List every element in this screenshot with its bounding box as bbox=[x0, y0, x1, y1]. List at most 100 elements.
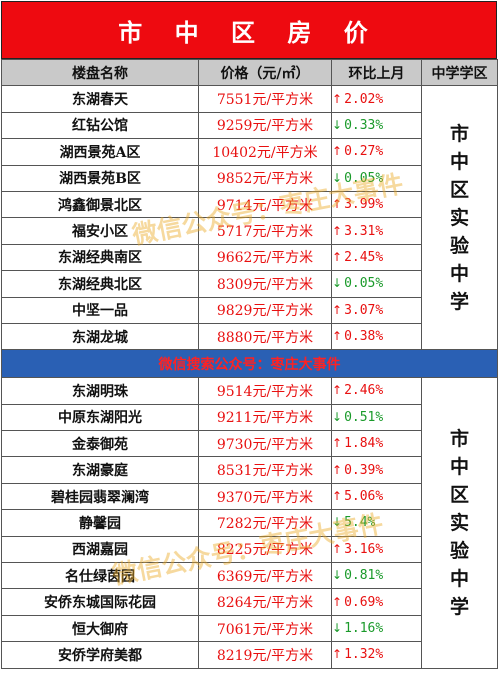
school-district-cell: 市中区实验中学 bbox=[421, 377, 498, 669]
change-cell: ↑ 1.84% bbox=[331, 430, 422, 458]
property-name: 名仕绿茵园 bbox=[1, 562, 199, 590]
change-value: 1.32% bbox=[344, 647, 384, 663]
table-row: 东湖经典南区 9662元/平方米 ↑ 2.45% bbox=[1, 243, 498, 272]
arrow-up-icon: ↑ bbox=[332, 594, 343, 609]
change-value: 0.27% bbox=[344, 144, 384, 160]
property-name: 鸿鑫御景北区 bbox=[1, 190, 199, 219]
price-value: 9852元/平方米 bbox=[198, 164, 332, 192]
property-name: 湖西景苑B区 bbox=[1, 164, 199, 192]
property-name: 中原东湖阳光 bbox=[1, 403, 199, 432]
price-value: 9829元/平方米 bbox=[198, 296, 332, 324]
arrow-down-icon: ↓ bbox=[332, 117, 343, 132]
change-value: 0.81% bbox=[344, 568, 384, 584]
change-value: 3.31% bbox=[344, 223, 384, 239]
change-cell: ↓ 0.05% bbox=[331, 270, 422, 298]
property-name: 东湖豪庭 bbox=[1, 456, 199, 484]
column-header-price: 价格（元/㎡） bbox=[198, 58, 332, 87]
price-value: 9714元/平方米 bbox=[198, 190, 332, 219]
change-cell: ↑ 3.99% bbox=[331, 190, 422, 219]
arrow-up-icon: ↑ bbox=[332, 223, 343, 238]
arrow-up-icon: ↑ bbox=[332, 383, 343, 398]
arrow-up-icon: ↑ bbox=[332, 197, 343, 212]
change-cell: ↑ 0.39% bbox=[331, 456, 422, 484]
school-char: 中 bbox=[449, 150, 469, 173]
table-row: 鸿鑫御景北区 9714元/平方米 ↑ 3.99% bbox=[1, 190, 498, 219]
change-cell: ↓ 0.51% bbox=[331, 403, 422, 432]
banner-row: 微信搜索公众号：枣庄大事件 bbox=[1, 349, 498, 379]
change-value: 0.05% bbox=[344, 276, 384, 292]
change-value: 3.99% bbox=[344, 197, 384, 213]
price-value: 9370元/平方米 bbox=[198, 482, 332, 511]
change-cell: ↑ 5.06% bbox=[331, 482, 422, 511]
arrow-up-icon: ↑ bbox=[332, 489, 343, 504]
school-char: 中 bbox=[449, 262, 469, 285]
change-value: 2.02% bbox=[344, 91, 384, 107]
change-value: 3.07% bbox=[344, 302, 384, 318]
price-value: 9211元/平方米 bbox=[198, 403, 332, 432]
school-char: 区 bbox=[449, 483, 469, 506]
table-row: 西湖嘉园 8225元/平方米 ↑ 3.16% bbox=[1, 535, 498, 564]
school-char: 实 bbox=[449, 511, 469, 534]
table-row: 湖西景苑A区 10402元/平方米 ↑ 0.27% bbox=[1, 138, 498, 166]
arrow-up-icon: ↑ bbox=[332, 436, 343, 451]
change-cell: ↓ 1.16% bbox=[331, 614, 422, 643]
table-row: 红钻公馆 9259元/平方米 ↓ 0.33% bbox=[1, 111, 498, 140]
school-char: 中 bbox=[449, 455, 469, 478]
change-cell: ↓ 0.05% bbox=[331, 164, 422, 192]
header-row: 楼盘名称 价格（元/㎡） 环比上月 中学学区 bbox=[1, 58, 498, 87]
price-value: 6369元/平方米 bbox=[198, 562, 332, 590]
table-row: 东湖豪庭 8531元/平方米 ↑ 0.39% bbox=[1, 456, 498, 484]
change-value: 1.16% bbox=[344, 621, 384, 636]
price-value: 9259元/平方米 bbox=[198, 111, 332, 140]
school-char: 实 bbox=[449, 206, 469, 229]
school-char: 验 bbox=[449, 539, 469, 562]
change-cell: ↑ 0.69% bbox=[331, 588, 422, 616]
school-char: 中 bbox=[449, 567, 469, 590]
property-name: 西湖嘉园 bbox=[1, 535, 199, 564]
change-value: 0.05% bbox=[344, 170, 384, 186]
table-row: 碧桂园翡翠澜湾 9370元/平方米 ↑ 5.06% bbox=[1, 482, 498, 511]
change-cell: ↑ 0.38% bbox=[331, 322, 422, 351]
property-name: 金泰御苑 bbox=[1, 430, 199, 458]
price-value: 9730元/平方米 bbox=[198, 430, 332, 458]
change-cell: ↑ 2.02% bbox=[331, 85, 422, 113]
column-header-change: 环比上月 bbox=[331, 58, 422, 87]
price-value: 5717元/平方米 bbox=[198, 217, 332, 245]
change-cell: ↑ 3.31% bbox=[331, 217, 422, 245]
table-row: 福安小区 5717元/平方米 ↑ 3.31% bbox=[1, 217, 498, 245]
school-char: 市 bbox=[449, 122, 469, 145]
school-district-cell: 市中区实验中学 bbox=[421, 85, 498, 351]
arrow-down-icon: ↓ bbox=[332, 276, 343, 291]
column-header-name: 楼盘名称 bbox=[1, 58, 199, 87]
change-cell: ↑ 2.46% bbox=[331, 377, 422, 405]
property-name: 中坚一品 bbox=[1, 296, 199, 324]
arrow-up-icon: ↑ bbox=[332, 541, 343, 556]
table-row: 恒大御府 7061元/平方米 ↓ 1.16% bbox=[1, 614, 498, 643]
property-name: 红钻公馆 bbox=[1, 111, 199, 140]
price-value: 8880元/平方米 bbox=[198, 322, 332, 351]
price-table: 楼盘名称 价格（元/㎡） 环比上月 中学学区 东湖春天 7551元/平方米 ↑ 2.0… bbox=[1, 58, 498, 669]
property-name: 东湖春天 bbox=[1, 85, 199, 113]
school-name: 市中区实验中学 bbox=[423, 425, 497, 621]
change-value: 2.46% bbox=[344, 383, 384, 399]
school-char: 区 bbox=[449, 178, 469, 201]
table-row: 安侨东城国际花园 8264元/平方米 ↑ 0.69% bbox=[1, 588, 498, 616]
arrow-up-icon: ↑ bbox=[332, 462, 343, 477]
change-value: 0.33% bbox=[344, 117, 384, 133]
change-cell: ↑ 0.27% bbox=[331, 138, 422, 166]
change-value: 0.51% bbox=[344, 409, 384, 425]
property-name: 安侨东城国际花园 bbox=[1, 588, 199, 616]
change-cell: ↑ 3.07% bbox=[331, 296, 422, 324]
price-value: 8309元/平方米 bbox=[198, 270, 332, 298]
change-value: 2.45% bbox=[344, 249, 384, 265]
arrow-up-icon: ↑ bbox=[332, 249, 343, 264]
change-value: 0.38% bbox=[344, 329, 384, 345]
table-row: 东湖龙城 8880元/平方米 ↑ 0.38% bbox=[1, 322, 498, 351]
arrow-up-icon: ↑ bbox=[332, 329, 343, 344]
table-row: 东湖春天 7551元/平方米 ↑ 2.02% 市中区实验中学 bbox=[1, 85, 498, 351]
arrow-up-icon: ↑ bbox=[332, 302, 343, 317]
page-title: 市 中 区 房 价 bbox=[1, 1, 497, 59]
table-row: 安侨学府美都 8219元/平方米 ↑ 1.32% bbox=[1, 641, 498, 669]
property-name: 东湖龙城 bbox=[1, 322, 199, 351]
